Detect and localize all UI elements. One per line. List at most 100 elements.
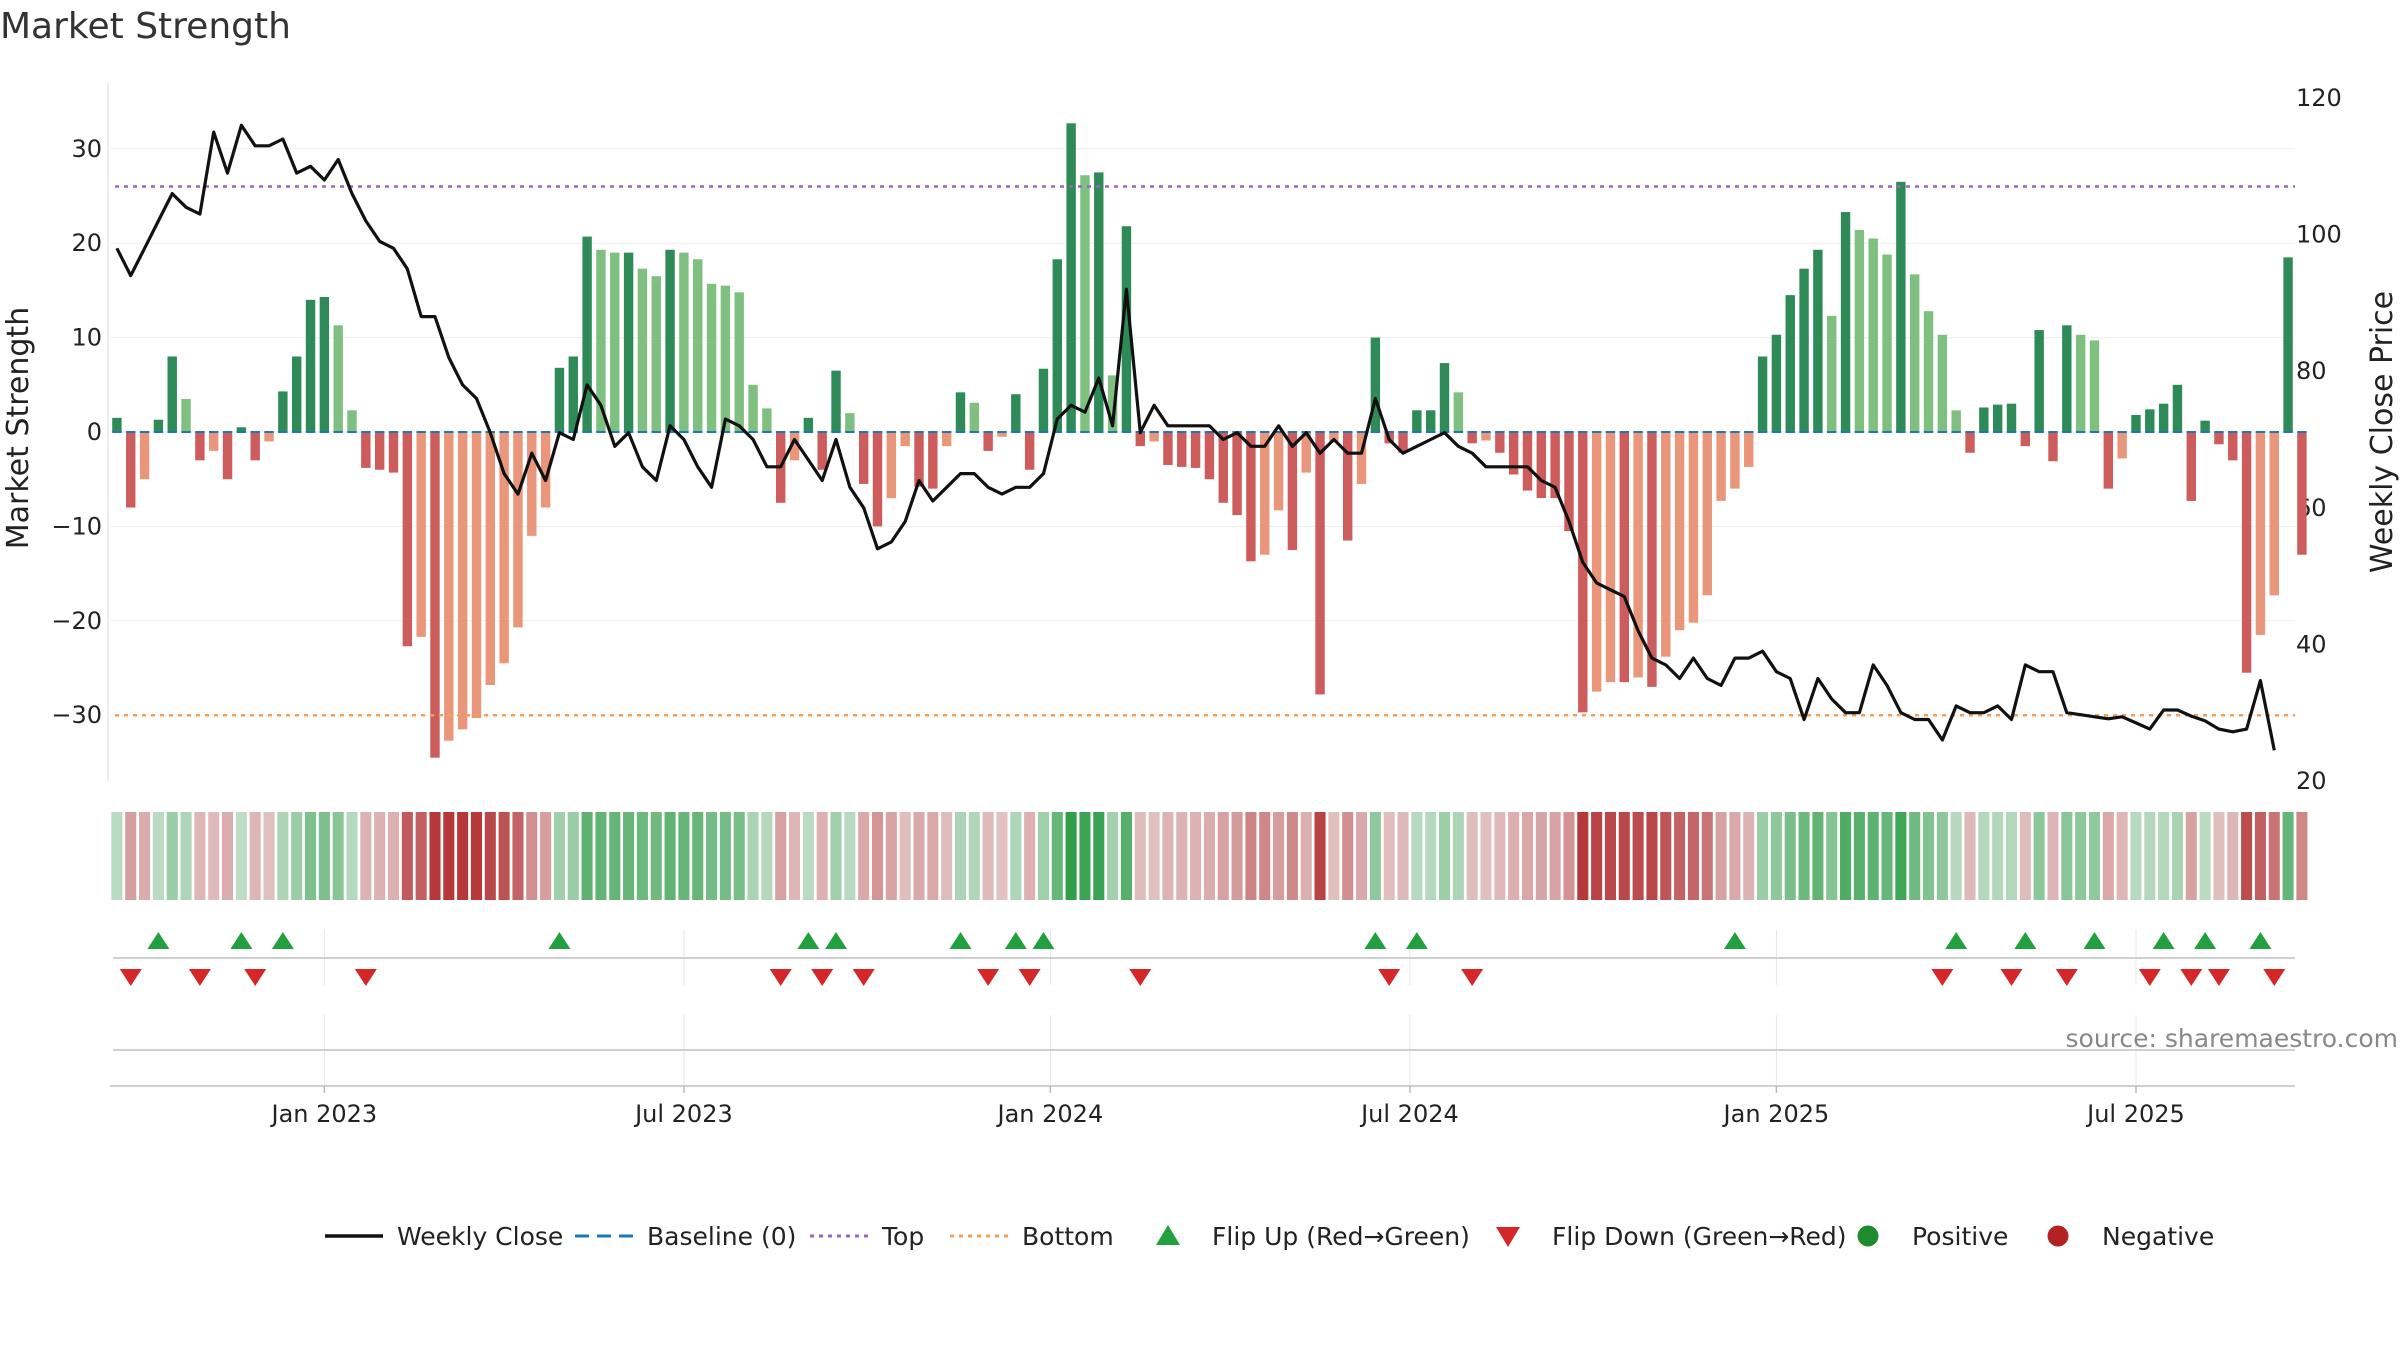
- strip-cell: [470, 812, 483, 900]
- strip-cell: [664, 812, 676, 900]
- strip-cell: [235, 812, 247, 900]
- strip-cell: [1826, 812, 1838, 900]
- strip-cell: [1646, 812, 1658, 900]
- strip-cell: [1037, 812, 1049, 900]
- strength-bar: [471, 432, 482, 719]
- legend: Weekly Close Baseline (0) Top Bottom Flip Up…: [325, 1222, 2214, 1251]
- strength-bar: [720, 285, 731, 432]
- strip-cell: [2005, 812, 2018, 900]
- strength-bar: [734, 292, 744, 432]
- strength-bar: [527, 432, 537, 536]
- strength-bar: [1260, 432, 1270, 555]
- strength-bar: [2020, 432, 2031, 447]
- strength-bar: [1591, 432, 1602, 692]
- flip-up-marker: [2152, 932, 2175, 949]
- strength-bar: [623, 252, 634, 432]
- strip-cell: [401, 812, 413, 900]
- strip-cell: [512, 812, 524, 900]
- strength-bar: [665, 249, 675, 432]
- strip-cell: [1770, 812, 1782, 900]
- strength-bar: [2200, 420, 2210, 432]
- strength-bar: [900, 432, 910, 447]
- strength-bar: [1854, 229, 1865, 432]
- strength-bar: [651, 276, 661, 432]
- strength-bar: [941, 432, 952, 447]
- strength-bar: [2103, 432, 2114, 489]
- strip-cell: [1508, 812, 1520, 900]
- strength-bar: [319, 297, 330, 432]
- x-tick-label: Jan 2024: [996, 1100, 1104, 1128]
- strip-cell: [332, 812, 344, 900]
- flip-up-marker: [230, 932, 253, 949]
- strength-bar: [2034, 330, 2044, 432]
- strength-bar: [610, 252, 620, 432]
- strength-bar: [2297, 432, 2307, 555]
- flip-down-marker: [2055, 969, 2078, 986]
- strip-cell: [830, 812, 842, 900]
- strip-cell: [387, 812, 400, 900]
- strength-bar: [1163, 432, 1173, 466]
- strip-cell: [111, 812, 123, 900]
- strip-cell: [1715, 812, 1727, 900]
- strength-bar: [1757, 356, 1768, 432]
- strength-bar: [112, 417, 122, 432]
- strip-cell: [1273, 812, 1285, 900]
- strip-cell: [1978, 812, 1990, 900]
- strip-cell: [2254, 812, 2266, 900]
- strength-bar: [845, 413, 855, 432]
- strength-bar: [1868, 238, 1878, 432]
- strength-bar: [167, 356, 177, 432]
- strip-cell: [1480, 812, 1492, 900]
- strip-cell: [1992, 812, 2004, 900]
- strip-cell: [927, 812, 939, 900]
- strength-bar: [1688, 432, 1699, 623]
- strip-cell: [1259, 812, 1271, 900]
- strip-cell: [2199, 812, 2211, 900]
- strength-bar: [2283, 257, 2293, 432]
- legend-label: Positive: [1912, 1222, 2008, 1251]
- strength-bar: [969, 402, 980, 432]
- strength-bar: [347, 410, 357, 432]
- strength-bar: [1190, 432, 1201, 468]
- strength-bar: [1813, 249, 1823, 432]
- strip-cell: [1521, 812, 1534, 900]
- strength-bar: [1273, 432, 1284, 511]
- flip-up-marker: [1032, 932, 1055, 949]
- strength-bar: [2269, 432, 2279, 596]
- strip-cell: [1632, 812, 1644, 900]
- strip-cell: [789, 812, 801, 900]
- strip-cell: [1674, 812, 1686, 900]
- strip-cell: [2268, 812, 2280, 900]
- strength-bar: [513, 432, 523, 628]
- strip-cell: [692, 812, 704, 900]
- strength-bar: [1287, 432, 1298, 550]
- flip-up-marker: [271, 932, 294, 949]
- flip-down-marker: [1018, 969, 1041, 986]
- strip-cell: [2033, 812, 2045, 900]
- strip-cell: [194, 812, 206, 900]
- strength-bar: [1107, 375, 1118, 432]
- strength-bar: [2131, 415, 2141, 432]
- strip-cell: [844, 812, 856, 900]
- strength-bar: [2255, 432, 2266, 635]
- flip-up-marker: [2194, 932, 2217, 949]
- strip-cell: [2061, 812, 2073, 900]
- strip-cell: [208, 812, 220, 900]
- strip-cell: [263, 812, 275, 900]
- strip-cell: [775, 812, 787, 900]
- strip-cell: [1148, 812, 1160, 900]
- strip-cell: [1134, 812, 1146, 900]
- strength-bar: [1785, 295, 1795, 432]
- legend-swatch: [1156, 1225, 1180, 1245]
- strip-cell: [1328, 812, 1340, 900]
- strip-cell: [526, 812, 538, 900]
- strip-cell: [1107, 812, 1119, 900]
- strength-bar: [388, 432, 399, 473]
- strip-cell: [1383, 812, 1395, 900]
- flip-down-marker: [188, 969, 211, 986]
- strength-bar: [1661, 432, 1671, 657]
- strip-cell: [318, 812, 330, 900]
- strip-cell: [1563, 812, 1575, 900]
- strip-cell: [443, 812, 455, 900]
